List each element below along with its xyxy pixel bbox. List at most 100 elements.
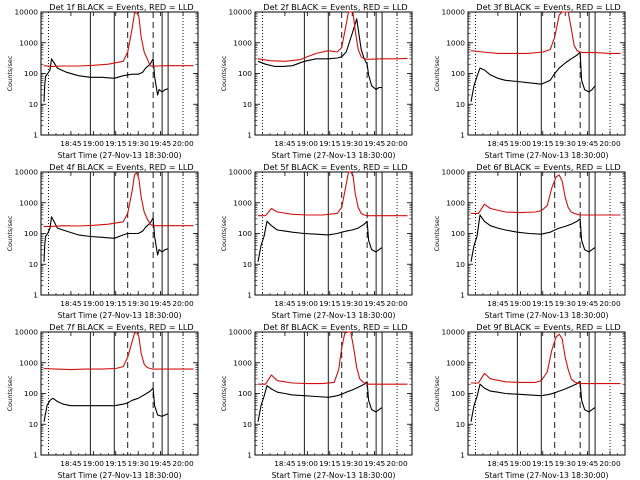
- x-tick-label: 19:30: [342, 299, 364, 308]
- y-tick-label: 10: [456, 420, 466, 429]
- y-tick-label: 1: [33, 291, 38, 300]
- events-series-line: [257, 220, 383, 262]
- x-axis-label: Start Time (27-Nov-13 18:30:00): [485, 151, 609, 160]
- chart-title: Det 4f BLACK = Events, RED = LLD: [49, 162, 193, 172]
- lld-series-line: [258, 331, 408, 385]
- x-tick-label: 18:45: [487, 139, 509, 148]
- y-tick-label: 1000: [19, 358, 38, 367]
- lld-series-line: [43, 331, 194, 371]
- x-tick-label: 18:45: [60, 139, 82, 148]
- chart-title: Det 2f BLACK = Events, RED = LLD: [263, 2, 407, 12]
- x-tick-label: 19:15: [105, 299, 127, 308]
- y-tick-label: 10000: [14, 8, 38, 17]
- x-tick-label: 19:00: [297, 139, 319, 148]
- plot-frame: [467, 11, 626, 136]
- x-tick-label: 19:30: [342, 459, 364, 468]
- y-axis-label: Counts/sec: [6, 375, 14, 411]
- y-tick-label: 100: [24, 69, 38, 78]
- y-tick-label: 10: [29, 420, 39, 429]
- x-tick-label: 19:45: [150, 299, 172, 308]
- x-tick-label: 18:45: [274, 299, 296, 308]
- y-axis-label: Counts/sec: [6, 55, 14, 91]
- y-tick-label: 1000: [233, 38, 252, 47]
- chart-panel-9: Det 9f BLACK = Events, RED = LLD Counts/s…: [433, 322, 626, 480]
- events-series-line: [470, 380, 596, 422]
- x-tick-label: 19:15: [319, 139, 341, 148]
- x-axis-label: Start Time (27-Nov-13 18:30:00): [485, 311, 609, 320]
- x-tick-label: 19:45: [577, 139, 599, 148]
- plot-frame: [254, 331, 413, 456]
- y-tick-label: 10000: [14, 168, 38, 177]
- y-tick-label: 1000: [233, 198, 252, 207]
- y-tick-label: 1: [33, 451, 38, 460]
- lld-series-line: [471, 174, 621, 216]
- plot-frame: [40, 171, 199, 296]
- y-tick-label: 100: [238, 69, 252, 78]
- y-tick-label: 10000: [14, 328, 38, 337]
- chart-panel-8: Det 8f BLACK = Events, RED = LLD Counts/s…: [220, 322, 413, 480]
- x-tick-label: 19:15: [532, 299, 554, 308]
- y-tick-label: 1000: [233, 358, 252, 367]
- events-series-line: [43, 216, 169, 262]
- x-axis-label: Start Time (27-Nov-13 18:30:00): [58, 151, 182, 160]
- x-tick-label: 19:00: [83, 459, 105, 468]
- y-tick-label: 10000: [441, 328, 465, 337]
- chart-panel-4: Det 4f BLACK = Events, RED = LLD Counts/s…: [6, 162, 199, 320]
- x-tick-label: 20:00: [599, 139, 621, 148]
- x-tick-label: 19:15: [532, 139, 554, 148]
- y-axis-label: Counts/sec: [433, 375, 441, 411]
- y-tick-label: 1000: [19, 198, 38, 207]
- chart-title: Det 3f BLACK = Events, RED = LLD: [476, 2, 620, 12]
- chart-panel-5: Det 5f BLACK = Events, RED = LLD Counts/s…: [220, 162, 413, 320]
- y-axis-label: Counts/sec: [433, 215, 441, 251]
- y-tick-label: 1: [247, 131, 252, 140]
- x-tick-label: 18:45: [60, 459, 82, 468]
- y-axis-label: Counts/sec: [220, 215, 228, 251]
- y-tick-label: 1000: [19, 38, 38, 47]
- events-series-line: [257, 381, 383, 422]
- x-tick-label: 19:30: [128, 139, 150, 148]
- x-axis-label: Start Time (27-Nov-13 18:30:00): [272, 471, 396, 480]
- chart-title: Det 1f BLACK = Events, RED = LLD: [49, 2, 193, 12]
- x-axis-label: Start Time (27-Nov-13 18:30:00): [485, 471, 609, 480]
- y-tick-label: 1: [460, 451, 465, 460]
- x-tick-label: 20:00: [599, 299, 621, 308]
- x-tick-label: 19:00: [83, 139, 105, 148]
- x-axis-label: Start Time (27-Nov-13 18:30:00): [272, 311, 396, 320]
- y-tick-label: 10: [456, 100, 466, 109]
- y-axis-label: Counts/sec: [6, 215, 14, 251]
- x-tick-label: 19:45: [150, 139, 172, 148]
- chart-title: Det 9f BLACK = Events, RED = LLD: [476, 322, 620, 332]
- y-tick-label: 100: [238, 389, 252, 398]
- x-tick-label: 20:00: [386, 459, 408, 468]
- y-tick-label: 10000: [228, 328, 252, 337]
- y-tick-label: 10: [456, 260, 466, 269]
- lld-series-line: [470, 11, 621, 54]
- y-tick-label: 1: [247, 451, 252, 460]
- x-tick-label: 18:45: [274, 459, 296, 468]
- x-tick-label: 19:00: [510, 299, 532, 308]
- lld-series-line: [257, 11, 408, 62]
- lld-series-line: [44, 172, 194, 227]
- chart-title: Det 7f BLACK = Events, RED = LLD: [49, 322, 193, 332]
- plot-frame: [40, 331, 199, 456]
- y-axis-label: Counts/sec: [220, 55, 228, 91]
- events-series-line: [470, 51, 596, 102]
- lld-series-line: [43, 11, 194, 67]
- y-tick-label: 1: [247, 291, 252, 300]
- x-tick-label: 19:00: [297, 299, 319, 308]
- x-tick-label: 19:15: [319, 459, 341, 468]
- x-tick-label: 19:45: [577, 459, 599, 468]
- chart-title: Det 6f BLACK = Events, RED = LLD: [476, 162, 620, 172]
- x-tick-label: 20:00: [172, 299, 194, 308]
- y-tick-label: 1: [33, 131, 38, 140]
- chart-title: Det 5f BLACK = Events, RED = LLD: [263, 162, 407, 172]
- x-tick-label: 18:45: [60, 299, 82, 308]
- events-series-line: [470, 214, 596, 262]
- x-tick-label: 19:45: [577, 299, 599, 308]
- plot-frame: [467, 331, 626, 456]
- y-tick-label: 10: [243, 260, 253, 269]
- x-tick-label: 19:30: [555, 299, 577, 308]
- y-tick-label: 10: [243, 420, 253, 429]
